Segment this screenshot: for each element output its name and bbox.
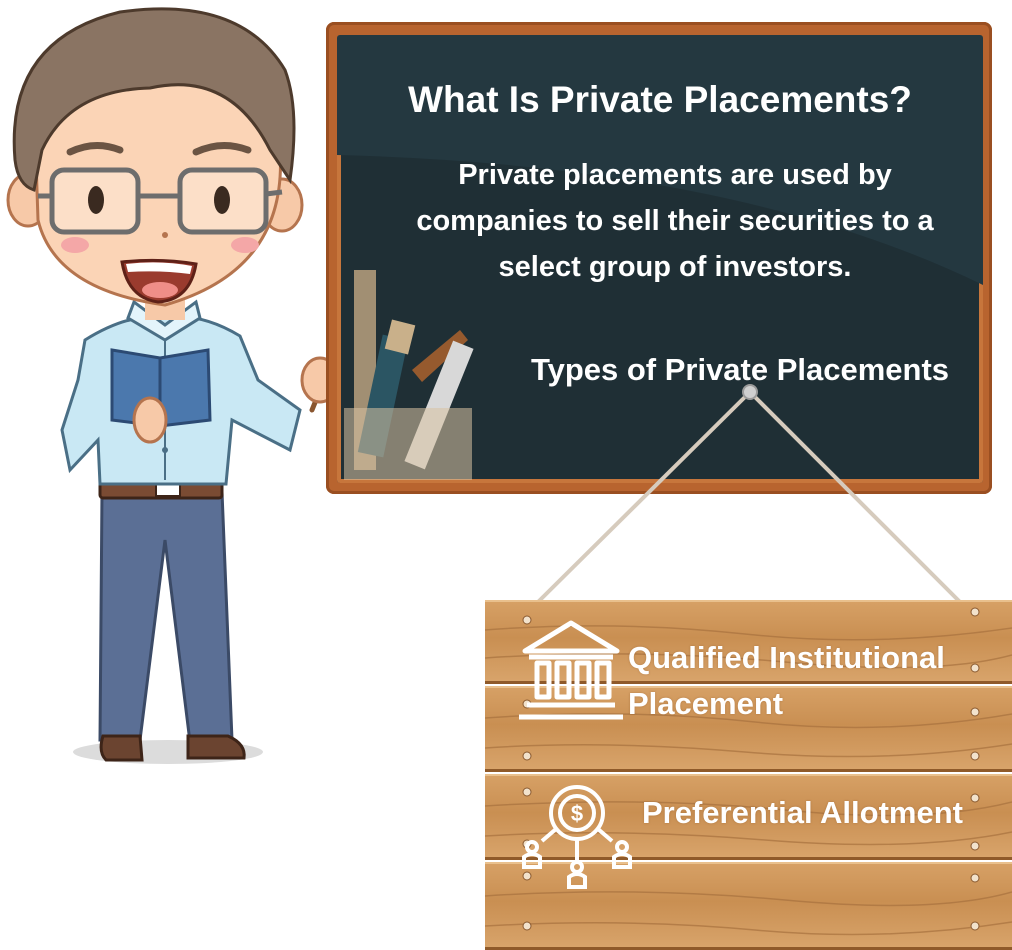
bank-building-icon [519, 620, 623, 720]
dollar-network-icon: $ [522, 785, 632, 889]
chalkboard-sheen [337, 35, 983, 285]
plank [485, 600, 1012, 684]
chalkboard [337, 35, 983, 483]
hair [12, 7, 296, 192]
right-shoe [186, 734, 246, 760]
board-subtitle: Types of Private Placements [530, 352, 950, 387]
sign-strings [536, 384, 962, 604]
board-description: Private placements are used by companies… [416, 159, 934, 283]
wood-grain [485, 607, 1012, 936]
left-shoe [99, 734, 144, 762]
preferential-allotment-label: Preferential Allotment [642, 795, 963, 830]
left-hand [132, 396, 168, 444]
svg-text:$: $ [571, 801, 583, 826]
board-title: What Is Private Placements? [408, 79, 912, 120]
plank [485, 686, 1012, 772]
stationery-cup-icon [344, 270, 474, 480]
teacher-illustration [6, 7, 360, 764]
nail-icon [742, 384, 758, 400]
qualified-institutional-placement-label: Qualified Institutional Placement [628, 640, 945, 721]
trousers [98, 490, 234, 744]
